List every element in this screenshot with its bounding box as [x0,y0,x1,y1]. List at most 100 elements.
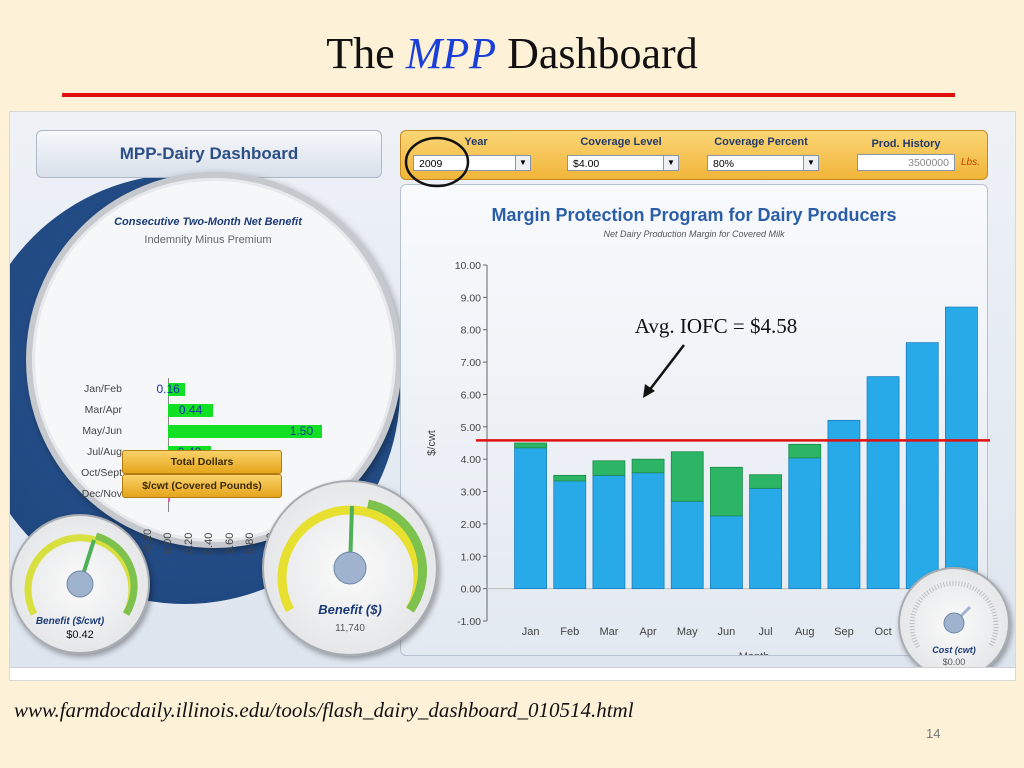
total-dollars-button[interactable]: Total Dollars [122,450,282,474]
coverage-level-value: $4.00 [573,158,600,170]
gauge-hub [333,551,367,585]
net-benefit-value: 0.44 [178,403,203,417]
net-benefit-x-tick: 0.60 [223,532,236,554]
year-value: 2009 [419,158,443,170]
bar-net-indemnity [514,442,547,449]
coverage-percent-label: Coverage Percent [714,136,808,148]
source-url[interactable]: www.farmdocdaily.illinois.edu/tools/flas… [14,698,634,722]
coverage-percent-value: 80% [713,158,735,170]
per-cwt-button[interactable]: $/cwt (Covered Pounds) [122,474,282,498]
dashboard-header: MPP-Dairy Dashboard [36,130,382,178]
cost-gauge: Cost (cwt) $0.00 [898,567,1010,679]
benefit-total-gauge: Benefit ($) 11,740 [262,480,438,656]
benefit-cwt-label: Benefit ($/cwt) [36,616,105,627]
coverage-level-label: Coverage Level [580,136,662,148]
bar-base-iofc [945,306,978,590]
y-tick-label: 5.00 [461,422,482,434]
margin-chart: Margin Protection Program for Dairy Prod… [426,205,981,680]
y-tick-label: 3.00 [461,487,482,499]
bar-net-indemnity [749,474,782,489]
app-footer [10,667,1015,680]
net-benefit-x-tick: 0.80 [244,532,257,554]
bar-net-indemnity [710,466,743,517]
net-benefit-bar [168,383,185,396]
net-benefit-row-label: Dec/Nov [81,488,122,500]
coverage-percent-select[interactable]: 80% ▼ [707,155,819,171]
controls-bar: Year 2009 ▼ Coverage Level $4.00 ▼ Cover… [400,130,988,180]
net-benefit-x-tick: 0.40 [203,532,216,554]
coverage-level-select[interactable]: $4.00 ▼ [567,155,679,171]
net-benefit-row-label: Mar/Apr [84,404,122,416]
gauge-hub [66,570,94,598]
gauge-green-band [94,532,138,616]
year-select[interactable]: 2009 ▼ [413,155,531,171]
net-benefit-axis [168,378,170,512]
net-benefit-bar [168,425,322,438]
x-tick-label: Sep [834,626,854,638]
bar-net-indemnity [631,458,665,474]
benefit-total-dial: Benefit ($) 11,740 [277,499,428,634]
net-benefit-subtitle: Indemnity Minus Premium [144,234,272,246]
gauge-green-band [367,499,428,613]
margin-chart-panel: Margin Protection Program for Dairy Prod… [400,184,988,680]
benefit-cwt-gauge: Benefit ($/cwt) $0.42 [10,514,150,654]
x-tick-label: Jan [522,626,540,638]
x-tick-label: Jun [718,626,736,638]
bar-base-iofc [827,419,861,590]
y-tick-label: 4.00 [461,454,482,466]
bar-base-iofc [788,457,822,590]
chevron-down-icon: ▼ [803,156,818,170]
cost-label: Cost (cwt) [932,645,976,655]
chart-subtitle: Net Dairy Production Margin for Covered … [603,229,785,239]
chevron-down-icon: ▼ [663,156,678,170]
prod-history-input[interactable]: 3500000 [857,154,955,171]
cost-dial: Cost (cwt) $0.00 [909,580,999,667]
page-number: 14 [926,726,941,741]
net-benefit-x-tick: 0.20 [182,532,195,554]
bar-base-iofc [592,474,626,590]
bar-net-indemnity [788,443,822,459]
benefit-cwt-value: $0.42 [66,629,94,641]
bar-base-iofc [514,447,547,590]
y-tick-label: 8.00 [461,325,482,337]
chevron-down-icon: ▼ [515,156,530,170]
title-rule [62,93,955,97]
x-tick-label: May [677,626,698,638]
x-tick-label: Aug [795,626,815,638]
slide-title-suffix: Dashboard [496,29,698,78]
bar-base-iofc [866,376,900,590]
net-benefit-row-label: Jan/Feb [84,383,122,395]
y-tick-label: 6.00 [461,389,482,401]
net-benefit-row-label: Oct/Sept [81,467,122,479]
y-axis-label: $/cwt [426,430,438,456]
bar-base-iofc [710,515,743,590]
slide-title-prefix: The [326,29,406,78]
net-benefit-x-tick: 0.00 [162,532,175,554]
benefit-cwt-dial: Benefit ($/cwt) $0.42 [24,532,138,641]
bar-net-indemnity [553,474,587,482]
net-benefit-title: Consecutive Two-Month Net Benefit [114,216,302,228]
y-tick-label: 2.00 [461,519,482,531]
y-tick-label: 7.00 [461,357,482,369]
x-tick-label: Apr [640,626,657,638]
y-tick-label: 1.00 [461,551,482,563]
prod-history-label: Prod. History [871,138,941,150]
bar-base-iofc [749,487,782,590]
gauge-hub [943,612,965,634]
net-benefit-row-label: Jul/Aug [86,446,122,458]
slide-title: The MPP Dashboard [0,28,1024,79]
y-tick-label: -1.00 [457,616,481,628]
bar-net-indemnity [592,460,626,476]
benefit-total-value: 11,740 [335,623,365,634]
x-tick-label: Mar [599,626,618,638]
bar-base-iofc [631,472,665,590]
x-tick-label: Oct [875,626,892,638]
y-tick-label: 10.00 [455,260,481,272]
chart-title: Margin Protection Program for Dairy Prod… [491,205,896,225]
x-tick-label: Feb [560,626,579,638]
bar-net-indemnity [670,451,704,502]
net-benefit-value: 0.16 [156,382,180,396]
bar-base-iofc [670,500,704,590]
net-benefit-row-label: May/Jun [82,425,122,437]
slide-title-emph: MPP [405,29,497,78]
